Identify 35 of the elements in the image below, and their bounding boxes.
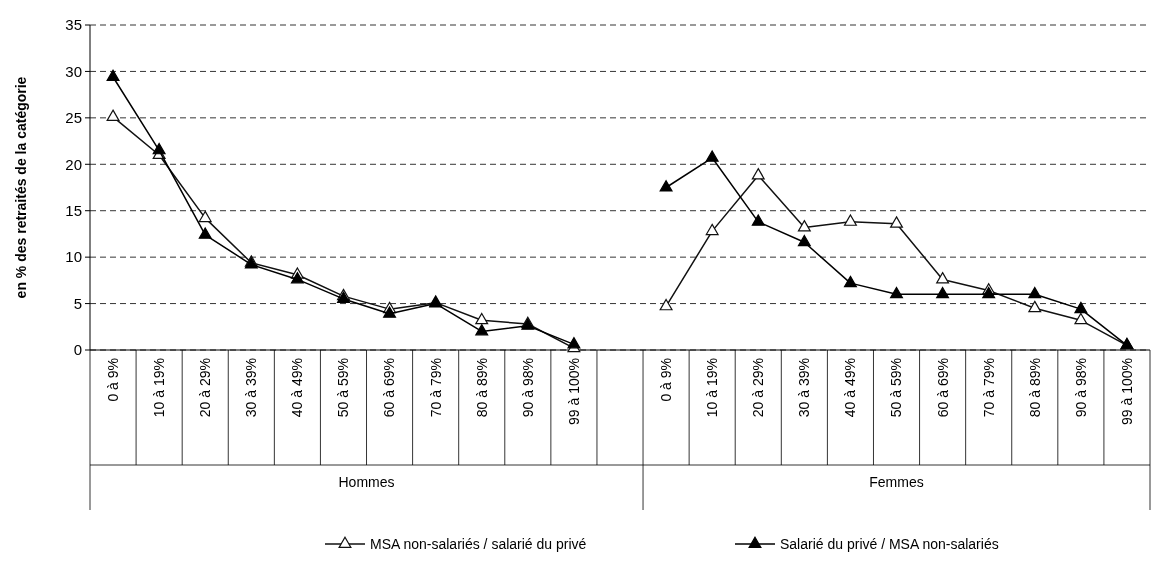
x-tick-label: 80 à 89%	[1026, 358, 1043, 418]
x-tick-label: 10 à 19%	[704, 358, 721, 418]
x-tick-label: 0 à 9%	[657, 358, 674, 402]
y-tick-label: 5	[73, 294, 82, 312]
text: Hommes	[338, 474, 395, 490]
text: Femmes	[869, 474, 924, 490]
y-tick-label: 20	[65, 155, 82, 173]
x-tick-label: 90 à 98%	[519, 358, 536, 418]
y-axis-title: en % des retraités de la catégorie	[13, 76, 29, 299]
x-tick-label: 80 à 89%	[473, 358, 490, 418]
y-tick-label: 35	[65, 16, 82, 34]
x-tick-label: 30 à 39%	[243, 358, 260, 418]
x-tick-label: 40 à 49%	[842, 358, 859, 418]
x-tick-label: 30 à 39%	[796, 358, 813, 418]
x-tick-label: 99 à 100%	[565, 358, 582, 425]
x-tick-label: 60 à 69%	[934, 358, 951, 418]
x-tick-label: 10 à 19%	[151, 358, 168, 418]
legend-label: Salarié du privé / MSA non-salariés	[780, 535, 999, 552]
y-tick-label: 0	[73, 341, 82, 359]
x-tick-label: 50 à 59%	[335, 358, 352, 418]
y-tick-label: 30	[65, 62, 82, 80]
x-tick-label: 20 à 29%	[197, 358, 214, 418]
legend-label: MSA non-salariés / salarié du privé	[370, 535, 587, 552]
y-tick-label: 10	[65, 248, 82, 266]
x-tick-label: 0 à 9%	[104, 358, 121, 402]
x-tick-label: 70 à 79%	[980, 358, 997, 418]
x-tick-label: 40 à 49%	[289, 358, 306, 418]
x-tick-label: 20 à 29%	[750, 358, 767, 418]
x-tick-label: 50 à 59%	[888, 358, 905, 418]
x-tick-label: 70 à 79%	[427, 358, 444, 418]
x-tick-label: 90 à 98%	[1072, 358, 1089, 418]
x-tick-label: 99 à 100%	[1118, 358, 1135, 425]
y-tick-label: 15	[65, 201, 82, 219]
y-tick-label: 25	[65, 109, 82, 127]
x-tick-label: 60 à 69%	[381, 358, 398, 418]
